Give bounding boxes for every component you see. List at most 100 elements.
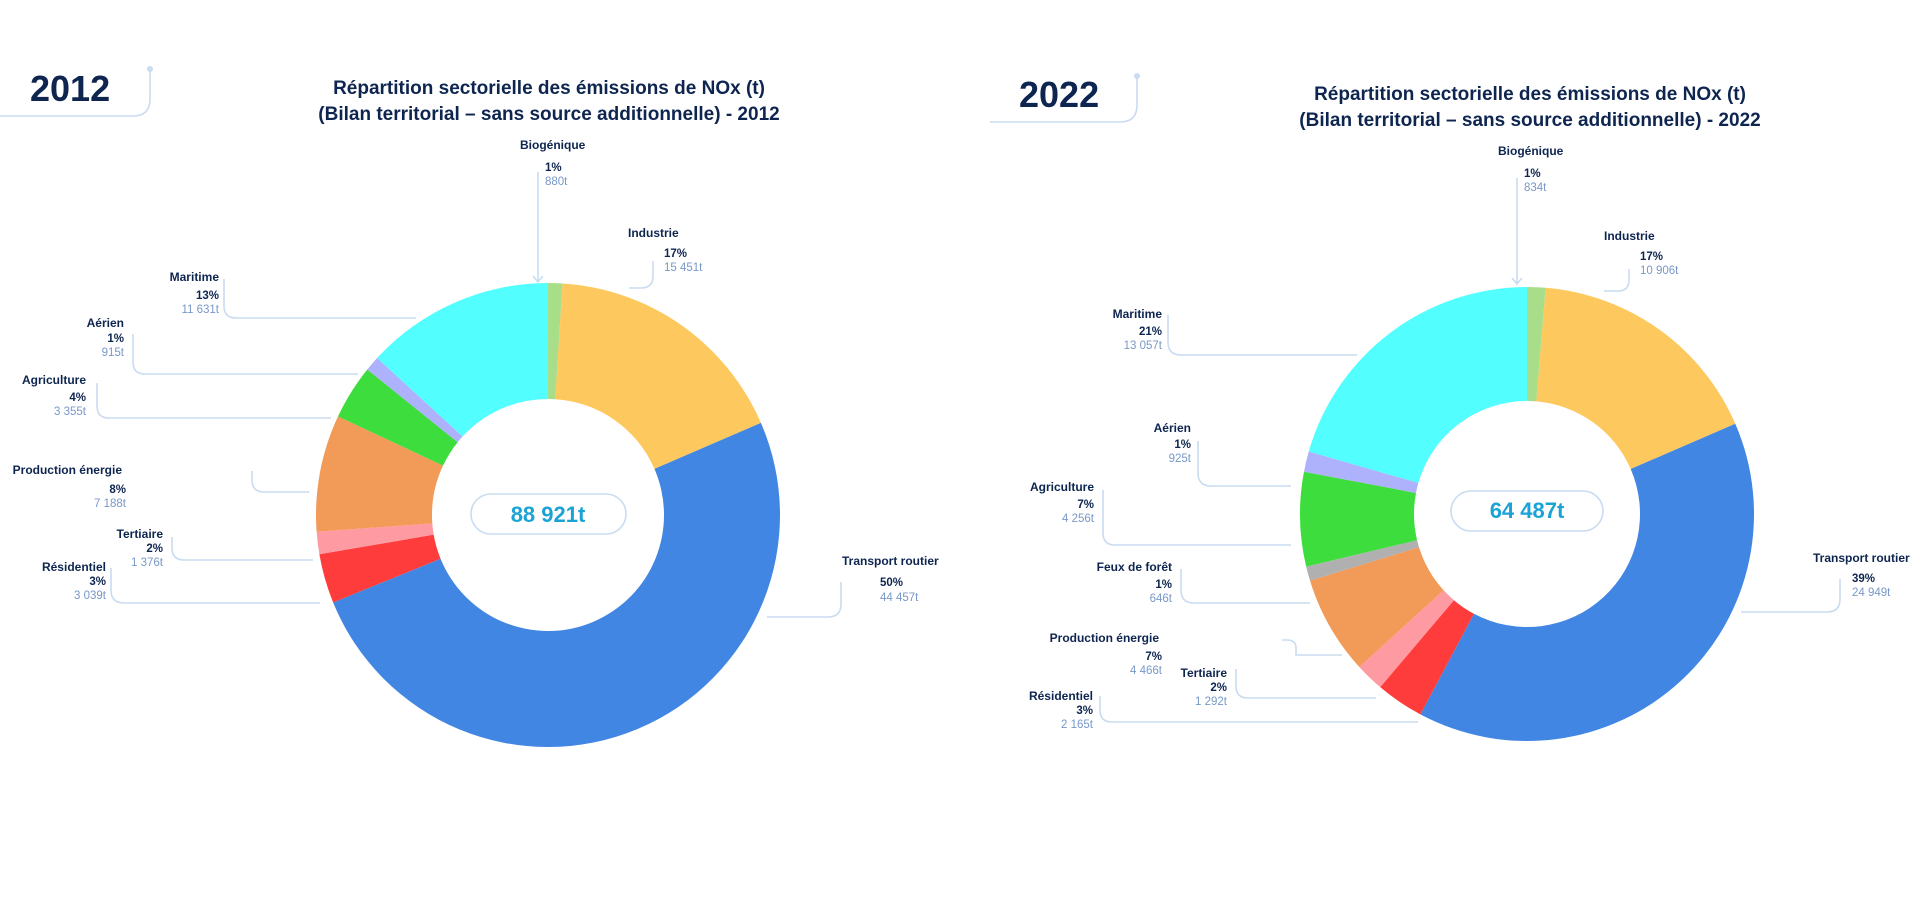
slice-name: Production énergie <box>1050 631 1160 645</box>
year-bracket-dot-2012 <box>147 66 153 72</box>
slice-name: Maritime <box>170 270 220 284</box>
legend-label-industrie-2022: Industrie 17% 10 906t <box>1604 229 1679 277</box>
slice-value: 3 355t <box>54 406 87 418</box>
slice-percent: 17% <box>664 248 687 260</box>
leader-line <box>110 568 320 604</box>
leader-line <box>1102 490 1291 546</box>
slice-percent: 1% <box>1155 579 1172 591</box>
slice-name: Industrie <box>1604 229 1655 243</box>
leader-line <box>1197 441 1291 487</box>
donut-slice-biogenique-2012 <box>548 283 563 400</box>
slice-percent: 1% <box>1524 168 1541 180</box>
slice-name: Aérien <box>1154 421 1191 435</box>
legend-label-residentiel-2012: Résidentiel 3% 3 039t <box>42 560 107 602</box>
donut-slice-agriculture-2022 <box>1300 471 1418 567</box>
year-label-2022: 2022 <box>1019 74 1099 115</box>
slice-percent: 21% <box>1139 326 1162 338</box>
slice-name: Transport routier <box>1813 551 1910 565</box>
total-value-2022: 64 487t <box>1490 498 1565 523</box>
slice-name: Feux de forêt <box>1097 560 1172 574</box>
leader-line <box>629 261 654 289</box>
slice-name: Maritime <box>1113 307 1163 321</box>
legend-label-production-energie-2022: Production énergie 7% 4 466t <box>1050 631 1163 677</box>
leader-line <box>1282 639 1342 656</box>
chart-panel-2022: 2022 Répartition sectorielle des émissio… <box>990 73 1910 741</box>
slice-value: 3 039t <box>74 590 107 602</box>
total-value-2012: 88 921t <box>511 502 586 527</box>
leader-line <box>1511 178 1523 286</box>
slice-name: Tertiaire <box>117 527 164 541</box>
chart-subtitle-2012: (Bilan territorial – sans source additio… <box>318 104 779 125</box>
slice-value: 925t <box>1169 453 1192 465</box>
slice-percent: 7% <box>1077 499 1094 511</box>
leader-line <box>251 471 309 493</box>
legend-label-biogenique-2022: Biogénique 1% 834t <box>1498 144 1564 194</box>
slice-percent: 4% <box>69 392 86 404</box>
slice-value: 4 466t <box>1130 665 1163 677</box>
slice-name: Biogénique <box>1498 144 1564 158</box>
legend-label-maritime-2012: Maritime 13% 11 631t <box>170 270 220 316</box>
legend-label-tertiaire-2022: Tertiaire 2% 1 292t <box>1181 666 1228 708</box>
slice-value: 7 188t <box>94 498 127 510</box>
year-bracket-2012 <box>0 69 151 117</box>
slice-name: Transport routier <box>842 554 939 568</box>
slice-percent: 3% <box>89 576 106 588</box>
chart-title-2012: Répartition sectorielle des émissions de… <box>333 78 765 99</box>
slice-name: Résidentiel <box>42 560 106 574</box>
legend-label-maritime-2022: Maritime 21% 13 057t <box>1113 307 1163 352</box>
donut-slice-tertiaire-2022 <box>1359 590 1454 688</box>
chart-panel-2012: 2012 Répartition sectorielle des émissio… <box>0 66 939 747</box>
leader-line <box>767 582 842 618</box>
slice-value: 11 631t <box>181 304 219 316</box>
donut-slice-industrie-2022 <box>1536 287 1736 470</box>
legend-label-transport-routier-2012: Transport routier 50% 44 457t <box>842 554 939 604</box>
slice-name: Agriculture <box>22 373 86 387</box>
legend-label-residentiel-2022: Résidentiel 3% 2 165t <box>1029 689 1094 731</box>
leader-line <box>1180 569 1310 604</box>
donut-slice-agriculture-2012 <box>338 369 458 466</box>
leader-line <box>1741 579 1841 613</box>
leader-line <box>1604 269 1630 292</box>
total-badge-2022 <box>1450 490 1604 532</box>
leader-line <box>532 172 544 284</box>
legend-label-agriculture-2022: Agriculture 7% 4 256t <box>1030 480 1095 525</box>
donut-slice-production-energie-2012 <box>316 416 444 532</box>
legend-label-agriculture-2012: Agriculture 4% 3 355t <box>22 373 87 418</box>
slice-name: Industrie <box>628 226 679 240</box>
legend-label-biogenique-2012: Biogénique 1% 880t <box>520 138 586 188</box>
slice-percent: 1% <box>1174 439 1191 451</box>
donut-slice-aerien-2012 <box>367 358 463 443</box>
donut-2022 <box>1300 287 1754 741</box>
leader-line <box>132 334 358 375</box>
slice-percent: 17% <box>1640 251 1663 263</box>
slice-value: 44 457t <box>880 592 919 604</box>
slice-name: Biogénique <box>520 138 586 152</box>
year-bracket-2022 <box>990 76 1138 123</box>
legend-label-industrie-2012: Industrie 17% 15 451t <box>628 226 703 274</box>
year-bracket-dot-2022 <box>1134 73 1140 79</box>
donut-slice-aerien-2022 <box>1303 451 1419 493</box>
donut-slice-industrie-2012 <box>555 283 761 469</box>
slice-percent: 3% <box>1076 705 1093 717</box>
slice-value: 915t <box>102 347 125 359</box>
slice-name: Tertiaire <box>1181 666 1228 680</box>
donut-slice-biogenique-2022 <box>1527 287 1546 402</box>
slice-percent: 1% <box>545 162 562 174</box>
slice-percent: 7% <box>1145 651 1162 663</box>
slice-percent: 13% <box>196 290 219 302</box>
slice-percent: 50% <box>880 577 903 589</box>
leader-line <box>1099 696 1418 723</box>
chart-subtitle-2022: (Bilan territorial – sans source additio… <box>1299 110 1760 131</box>
slice-value: 2 165t <box>1061 719 1094 731</box>
donut-slice-residentiel-2022 <box>1380 600 1474 715</box>
slice-name: Agriculture <box>1030 480 1094 494</box>
slice-value: 24 949t <box>1852 587 1891 599</box>
slice-value: 10 906t <box>1640 265 1679 277</box>
donut-slice-transport-routier-2022 <box>1420 423 1754 741</box>
slice-value: 15 451t <box>664 262 703 274</box>
chart-title-2022: Répartition sectorielle des émissions de… <box>1314 84 1746 105</box>
leader-line <box>1235 669 1376 699</box>
donut-slice-residentiel-2012 <box>319 534 441 603</box>
leader-line <box>171 537 313 561</box>
